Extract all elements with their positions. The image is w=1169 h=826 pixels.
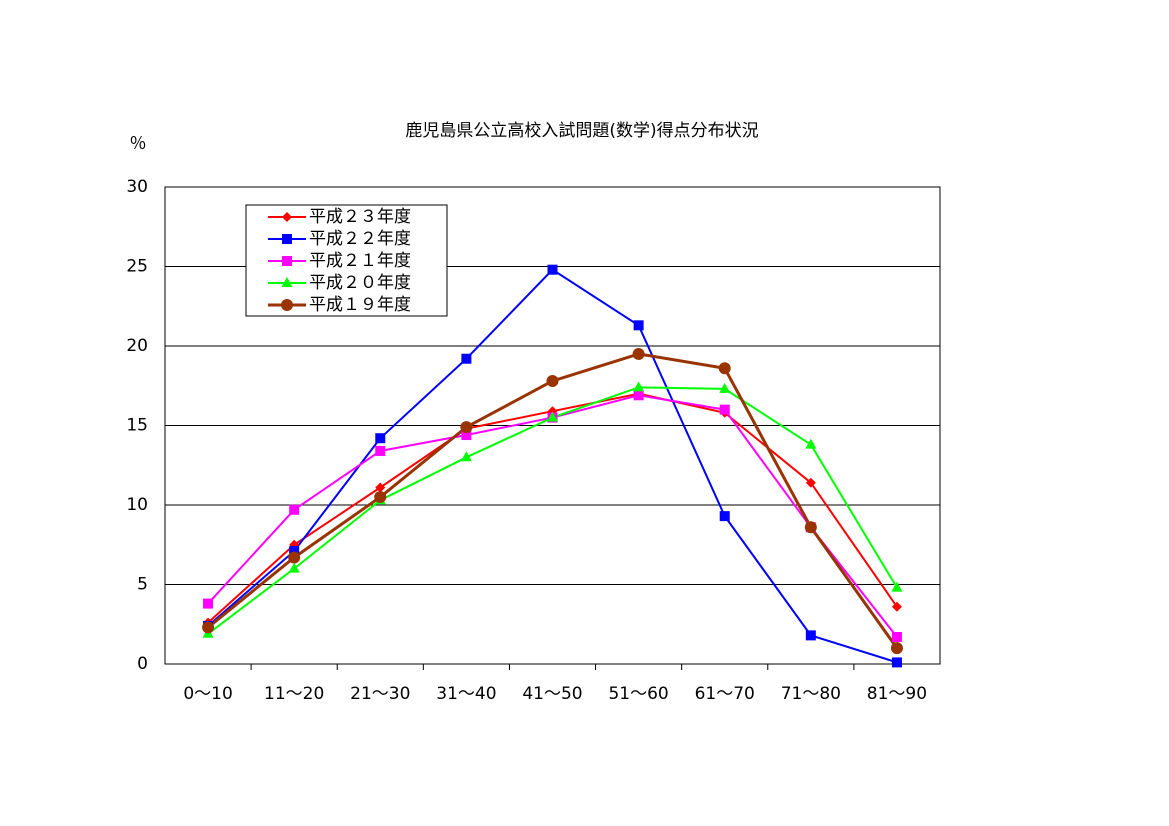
y-tick-label: 10 bbox=[126, 495, 148, 515]
series-line bbox=[207, 392, 898, 624]
data-point bbox=[374, 491, 387, 504]
data-point bbox=[890, 642, 903, 655]
y-axis-label: ％ bbox=[130, 134, 147, 154]
x-tick-label: 31〜40 bbox=[436, 684, 496, 704]
data-point bbox=[719, 382, 731, 393]
legend-label: 平成２３年度 bbox=[309, 207, 411, 227]
plot-frame bbox=[164, 186, 941, 665]
data-point bbox=[289, 504, 300, 515]
x-tick-label: 21〜30 bbox=[350, 684, 410, 704]
legend-label: 平成２２年度 bbox=[309, 229, 411, 249]
data-point bbox=[547, 264, 558, 275]
data-point bbox=[891, 601, 902, 612]
x-tick-label: 51〜60 bbox=[608, 684, 668, 704]
data-point bbox=[375, 433, 386, 444]
data-point bbox=[375, 445, 386, 456]
data-point bbox=[891, 657, 902, 668]
y-tick-label: 5 bbox=[137, 575, 148, 595]
legend-label: 平成２０年度 bbox=[309, 273, 411, 293]
data-point bbox=[375, 482, 386, 493]
data-point bbox=[718, 362, 731, 375]
data-point bbox=[633, 320, 644, 331]
data-point bbox=[804, 521, 817, 534]
y-tick-label: 30 bbox=[126, 177, 148, 197]
series-line bbox=[207, 386, 898, 635]
data-point bbox=[891, 631, 902, 642]
legend-label: 平成１９年度 bbox=[309, 295, 411, 315]
y-tick-label: 25 bbox=[126, 257, 148, 277]
data-point bbox=[719, 404, 730, 415]
x-tick-label: 41〜50 bbox=[522, 684, 582, 704]
data-point bbox=[460, 421, 473, 434]
data-point bbox=[547, 411, 558, 422]
legend-marker bbox=[282, 212, 292, 222]
data-point bbox=[288, 551, 301, 564]
series-line bbox=[207, 394, 898, 638]
data-point bbox=[805, 630, 816, 641]
y-tick-label: 20 bbox=[126, 336, 148, 356]
chart-title: 鹿児島県公立高校入試問題(数学)得点分布状況 bbox=[405, 121, 758, 141]
data-point bbox=[289, 546, 300, 557]
legend-marker bbox=[281, 299, 293, 311]
series-line bbox=[207, 352, 899, 649]
y-tick-label: 15 bbox=[126, 416, 148, 436]
data-point bbox=[461, 353, 472, 364]
data-point bbox=[546, 374, 559, 387]
x-tick-label: 71〜80 bbox=[781, 684, 841, 704]
data-point bbox=[719, 511, 730, 522]
data-point bbox=[632, 347, 645, 360]
legend-label: 平成２１年度 bbox=[309, 251, 411, 271]
data-point bbox=[633, 390, 644, 401]
data-point bbox=[891, 581, 903, 592]
x-tick-label: 81〜90 bbox=[867, 684, 927, 704]
data-point bbox=[203, 598, 214, 609]
data-point bbox=[202, 621, 215, 634]
legend-marker bbox=[281, 277, 293, 287]
legend-marker bbox=[282, 256, 292, 266]
data-point bbox=[805, 477, 816, 488]
x-tick-label: 0〜10 bbox=[183, 684, 232, 704]
data-point bbox=[633, 381, 645, 392]
legend-marker bbox=[282, 234, 292, 244]
data-point bbox=[805, 438, 817, 449]
series-line bbox=[207, 268, 898, 664]
data-point bbox=[460, 451, 472, 462]
data-point bbox=[461, 430, 472, 441]
data-point bbox=[288, 562, 300, 573]
x-tick-label: 11〜20 bbox=[264, 684, 324, 704]
x-tick-label: 61〜70 bbox=[695, 684, 755, 704]
y-tick-label: 0 bbox=[137, 654, 148, 674]
